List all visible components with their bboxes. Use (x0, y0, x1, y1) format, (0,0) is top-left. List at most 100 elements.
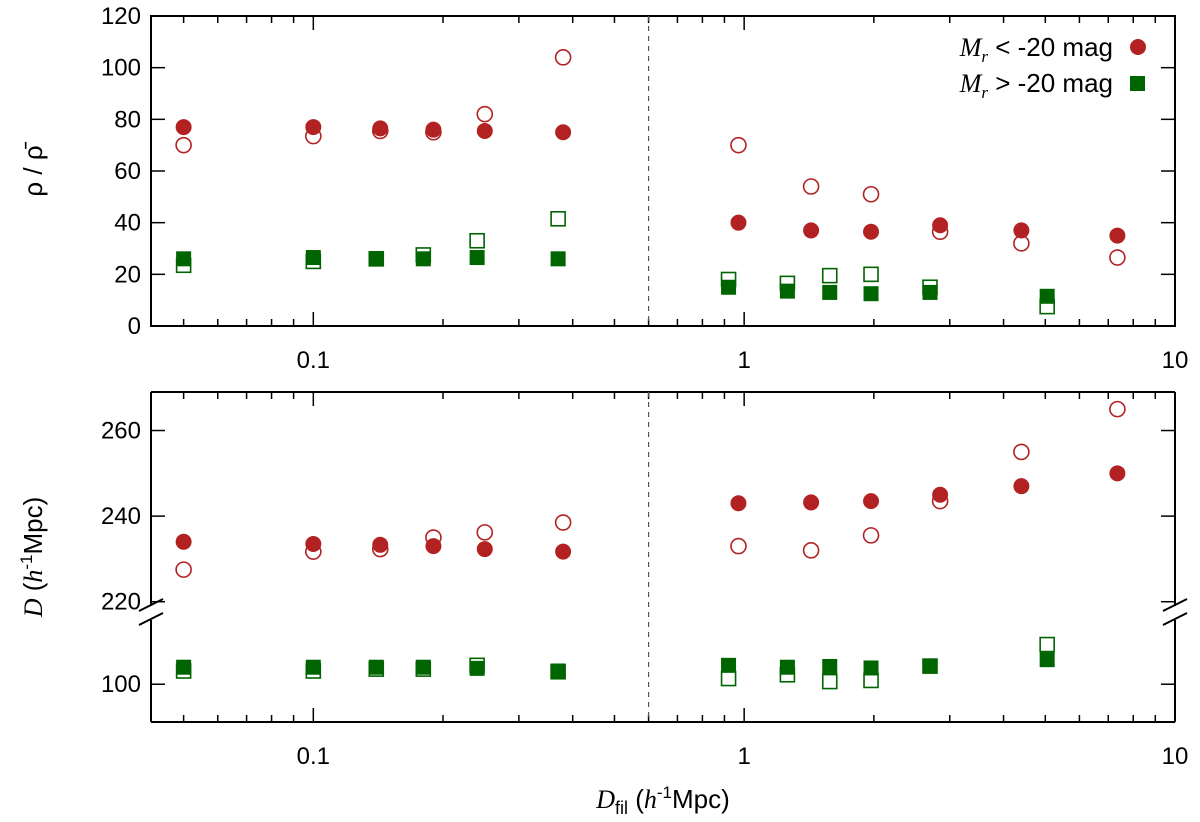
bright-open-point (305, 543, 322, 560)
bright-open-point (802, 542, 820, 559)
bright-closed-point (803, 494, 820, 511)
top-x-tick-label: 1 (737, 347, 750, 374)
bottom-y-axis-label: D (h-1Mpc) (17, 497, 48, 619)
axis-break-mark (1162, 598, 1188, 612)
bright-open-point (425, 529, 442, 546)
bottom-y-tick-label: 100 (101, 671, 141, 698)
faint-open-point (821, 673, 838, 690)
top-y-tick-label: 80 (114, 106, 141, 133)
faint-closed-point (1039, 288, 1055, 304)
bright-open-point (371, 540, 389, 558)
faint-closed-point (922, 284, 938, 300)
bright-closed-point (372, 536, 389, 553)
faint-open-point (305, 663, 322, 679)
top-y-tick-label: 60 (114, 158, 141, 185)
bright-closed-point (863, 223, 880, 240)
legend-entry-faint: Mr > -20 mag (959, 68, 1113, 102)
faint-closed-point (922, 658, 938, 674)
bright-closed-point (803, 222, 820, 239)
bright-open-point (554, 49, 572, 66)
bright-closed-point (730, 495, 747, 512)
bright-closed-point (305, 119, 322, 136)
top-y-tick-label: 20 (114, 261, 141, 288)
top-x-tick-label: 0.1 (297, 347, 330, 374)
faint-closed-point (550, 663, 566, 679)
faint-open-point (1039, 636, 1055, 653)
bright-open-point (1013, 235, 1030, 252)
bright-closed-point (175, 533, 192, 550)
faint-open-point (368, 661, 385, 677)
faint-open-point (779, 666, 796, 683)
bright-open-point (931, 492, 949, 510)
faint-open-point (922, 279, 938, 296)
bright-open-point (425, 123, 442, 141)
bright-closed-point (1109, 227, 1126, 244)
bright-closed-point (1013, 222, 1030, 239)
faint-open-point (305, 253, 322, 270)
bright-open-point (1109, 249, 1126, 266)
bright-open-point (1013, 443, 1030, 461)
x-axis-label: Dfil (h-1Mpc) (595, 783, 730, 818)
bottom-data-points (175, 400, 1126, 690)
bottom-y-tick-label: 260 (101, 418, 141, 445)
faint-open-point (469, 232, 485, 249)
bright-open-point (175, 136, 192, 154)
top-panel-frame (150, 15, 1176, 327)
bright-open-point (175, 561, 192, 578)
faint-open-point (550, 663, 566, 680)
legend-entry-bright: Mr < -20 mag (959, 32, 1113, 66)
faint-open-point (720, 670, 737, 687)
bright-open-point (730, 136, 747, 154)
faint-open-point (779, 275, 796, 292)
bright-closed-point (425, 538, 442, 555)
faint-open-point (469, 657, 485, 674)
faint-open-point (863, 672, 879, 689)
faint-closed-point (863, 660, 879, 676)
faint-closed-point (368, 251, 384, 267)
faint-open-point (922, 658, 938, 674)
bright-closed-point (932, 217, 949, 234)
top-y-tick-label: 100 (101, 55, 141, 82)
top-y-tick-label: 0 (128, 313, 141, 340)
faint-closed-point (822, 658, 838, 674)
faint-closed-point (721, 657, 737, 673)
faint-closed-point (863, 286, 879, 302)
axis-break-mark (1162, 612, 1188, 626)
bottom-y-tick-label: 220 (101, 589, 141, 616)
top-y-tick-label: 120 (101, 3, 141, 30)
bright-open-point (371, 122, 389, 140)
faint-open-point (175, 663, 192, 679)
top-y-axis-label: ρ / ρ̄ (18, 141, 48, 196)
bright-open-point (1109, 400, 1126, 418)
bright-open-point (730, 537, 747, 555)
bottom-x-tick-label: 1 (737, 743, 750, 770)
faint-closed-point (176, 659, 192, 675)
faint-closed-point (469, 250, 485, 266)
bottom-y-tick-label: 240 (101, 503, 141, 530)
top-y-tick-label: 40 (114, 210, 141, 237)
faint-closed-point (415, 251, 431, 267)
faint-open-point (720, 271, 737, 288)
faint-open-point (550, 210, 566, 227)
bright-open-point (931, 223, 949, 241)
faint-open-point (175, 257, 192, 274)
bright-closed-point (1109, 465, 1126, 482)
top-x-tick-label: 10 (1162, 347, 1189, 374)
faint-open-point (1039, 298, 1055, 315)
legend-marker-bright (1130, 39, 1146, 55)
faint-open-point (863, 266, 879, 283)
faint-closed-point (469, 660, 485, 676)
bright-closed-point (555, 124, 572, 141)
bright-open-point (862, 527, 880, 544)
bottom-x-tick-label: 0.1 (297, 743, 330, 770)
bright-open-point (802, 178, 820, 195)
axis-break-mark (138, 612, 164, 626)
faint-closed-point (305, 250, 321, 266)
faint-closed-point (305, 659, 321, 675)
faint-open-point (415, 661, 432, 677)
top-data-points (175, 49, 1126, 315)
faint-closed-point (550, 251, 566, 267)
faint-open-point (821, 267, 838, 284)
bright-open-point (476, 524, 494, 541)
